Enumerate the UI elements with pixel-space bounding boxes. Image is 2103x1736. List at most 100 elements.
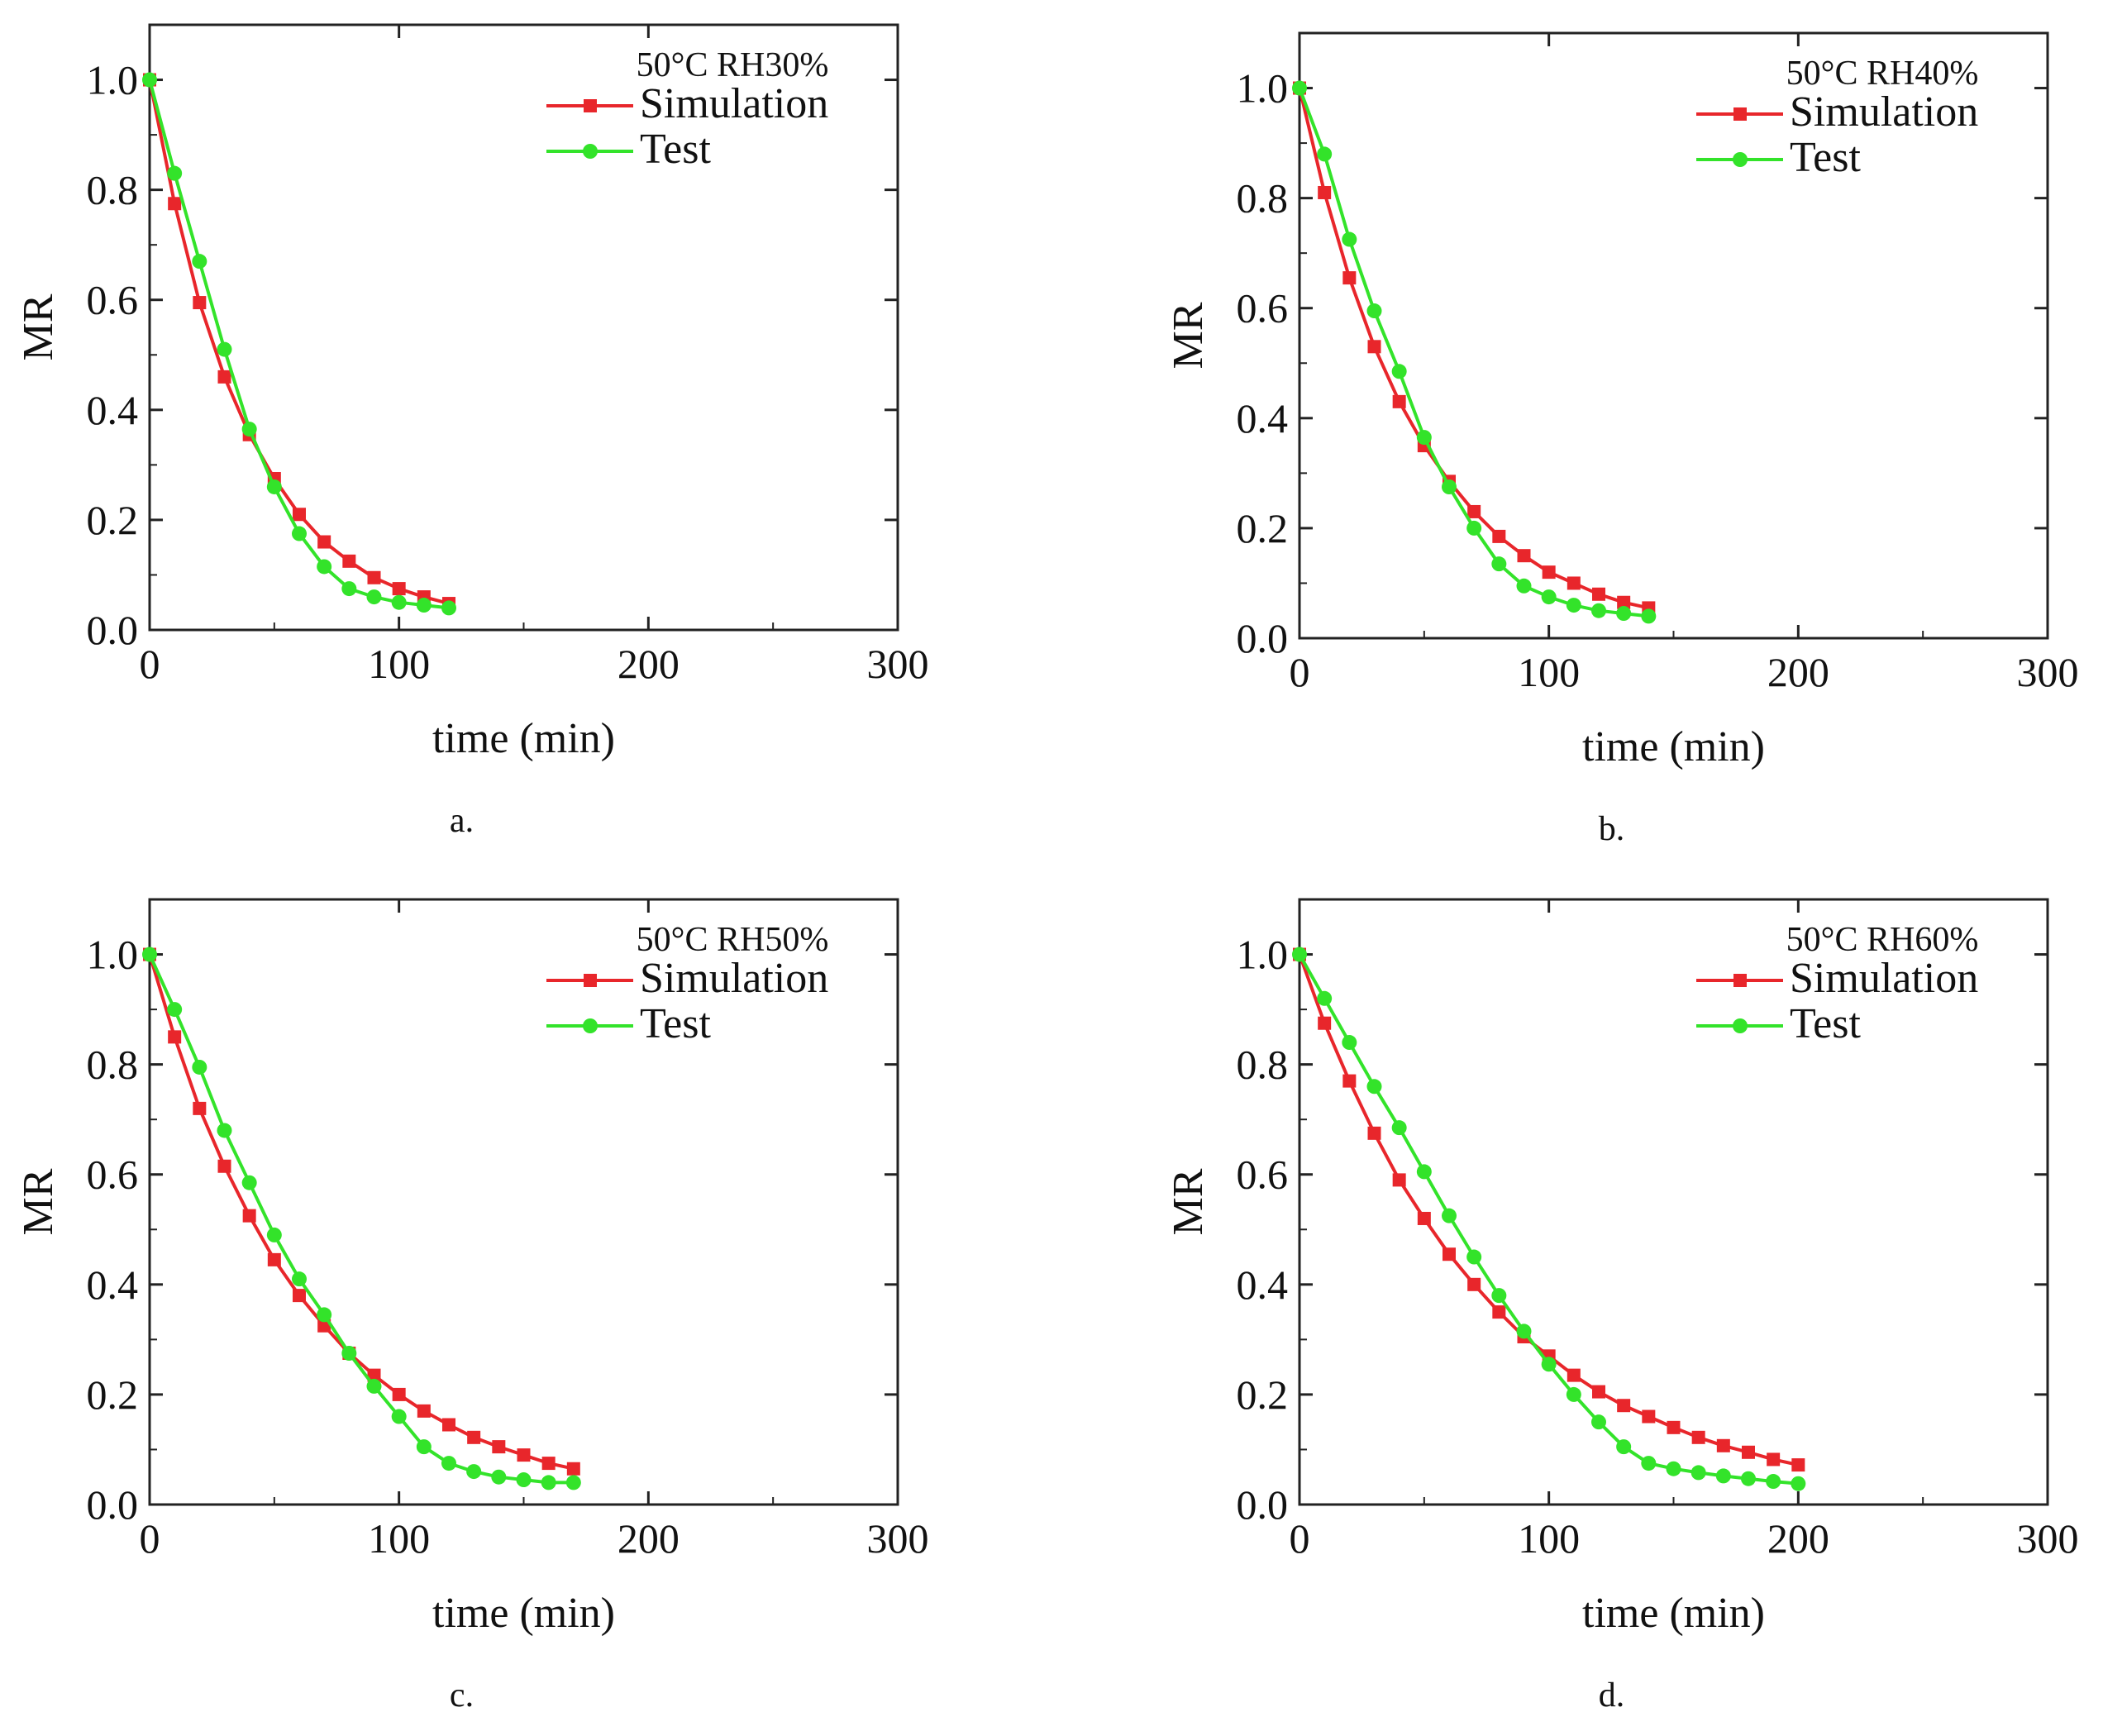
legend-test-label: Test: [1790, 1000, 1861, 1047]
data-point-test: [1491, 556, 1507, 572]
data-point-test: [366, 1378, 382, 1394]
chart-panel-c: 0 100 200 300 0.0 0.2 0.4 0.6 0.8 1.0 time (min) MR…: [15, 898, 929, 1715]
y-tick-label: 0.0: [1237, 1481, 1289, 1528]
data-point-simulation: [1542, 565, 1556, 579]
y-tick-label: 0.0: [87, 607, 139, 653]
data-point-simulation: [217, 1159, 231, 1173]
data-point-test: [366, 589, 382, 605]
data-point-test: [217, 341, 232, 357]
legend-test-label: Test: [1790, 134, 1861, 181]
x-axis-title: time (min): [1582, 1590, 1765, 1637]
data-point-test: [142, 72, 157, 88]
x-tick-label: 200: [618, 1515, 680, 1562]
legend-test-marker: [1733, 152, 1748, 167]
x-tick-label: 300: [867, 641, 929, 687]
panel-title: 50°C RH50%: [637, 921, 829, 959]
y-tick-label: 0.0: [87, 1481, 139, 1528]
data-point-simulation: [1367, 1126, 1381, 1140]
data-point-test: [441, 600, 456, 616]
data-point-simulation: [1691, 1430, 1705, 1444]
y-tick-label: 0.8: [87, 1042, 139, 1088]
data-point-simulation: [517, 1448, 531, 1462]
y-tick-label: 0.4: [87, 387, 139, 433]
data-point-test: [317, 1307, 332, 1323]
data-point-simulation: [392, 1387, 406, 1401]
legend-simulation-label: Simulation: [1790, 88, 1978, 136]
y-tick-label: 0.2: [1237, 505, 1289, 551]
y-tick-label: 0.0: [1237, 615, 1289, 661]
data-point-simulation: [317, 535, 331, 549]
data-point-test: [1466, 1249, 1482, 1265]
panel-caption: d.: [1599, 1676, 1625, 1715]
data-point-simulation: [541, 1457, 556, 1471]
data-point-simulation: [342, 554, 356, 568]
data-point-test: [1292, 80, 1307, 96]
x-tick-label: 100: [368, 1515, 430, 1562]
legend-test-marker: [583, 144, 598, 159]
data-point-test: [1766, 1474, 1781, 1490]
data-point-test: [565, 1475, 581, 1490]
data-point-test: [1466, 520, 1482, 536]
chart-panel-d: 0 100 200 300 0.0 0.2 0.4 0.6 0.8 1.0 time (min) MR…: [1165, 898, 2079, 1715]
x-axis-title: time (min): [1582, 723, 1765, 770]
data-point-simulation: [467, 1430, 481, 1444]
data-point-simulation: [1467, 504, 1481, 518]
series-test: [1292, 80, 1657, 624]
data-point-test: [416, 598, 432, 613]
series-line-test: [148, 953, 574, 1485]
data-point-simulation: [1667, 1420, 1681, 1434]
x-tick-label: 200: [1767, 649, 1829, 695]
data-point-test: [241, 422, 257, 437]
data-point-simulation: [1417, 1211, 1431, 1225]
data-point-test: [1566, 598, 1581, 613]
series-line-simulation: [148, 953, 575, 1471]
data-point-test: [516, 1472, 532, 1488]
x-axis-title: time (min): [432, 1590, 615, 1637]
data-point-test: [1342, 231, 1357, 247]
y-tick-label: 1.0: [1237, 932, 1289, 978]
data-point-test: [1442, 479, 1457, 494]
data-point-test: [1616, 606, 1632, 622]
data-point-simulation: [1567, 1368, 1581, 1382]
data-point-simulation: [293, 508, 306, 522]
data-point-simulation: [1716, 1438, 1730, 1452]
data-point-test: [1516, 578, 1532, 594]
data-point-simulation: [367, 570, 381, 584]
data-point-test: [341, 1346, 357, 1361]
data-point-test: [266, 479, 282, 494]
series-line-test: [1298, 87, 1649, 618]
data-point-test: [391, 594, 407, 610]
data-point-test: [416, 1439, 432, 1455]
data-point-test: [317, 559, 332, 575]
data-point-test: [1391, 364, 1407, 379]
data-point-simulation: [1342, 271, 1357, 285]
x-tick-label: 0: [140, 641, 160, 687]
data-point-test: [167, 1002, 183, 1018]
x-tick-label: 100: [1518, 1515, 1580, 1562]
panel-title: 50°C RH30%: [637, 46, 829, 84]
data-point-test: [1566, 1386, 1581, 1402]
y-tick-label: 0.8: [87, 167, 139, 213]
y-tick-label: 1.0: [87, 932, 139, 978]
data-point-simulation: [1517, 549, 1531, 563]
data-point-test: [1366, 303, 1382, 319]
data-point-test: [491, 1469, 507, 1485]
x-axis-title: time (min): [432, 715, 615, 762]
data-point-test: [1715, 1468, 1731, 1484]
x-tick-label: 300: [2017, 1515, 2079, 1562]
data-point-simulation: [1791, 1458, 1805, 1472]
data-point-simulation: [1318, 185, 1332, 199]
x-tick-label: 100: [368, 641, 430, 687]
y-tick-label: 0.6: [1237, 1152, 1289, 1198]
data-point-test: [1391, 1120, 1407, 1136]
x-tick-label: 0: [1290, 1515, 1310, 1562]
data-point-simulation: [492, 1440, 506, 1454]
data-point-test: [1741, 1471, 1756, 1486]
y-tick-label: 0.2: [1237, 1371, 1289, 1418]
y-tick-label: 1.0: [1237, 65, 1289, 112]
legend-simulation-marker: [584, 974, 597, 987]
data-point-simulation: [1443, 1247, 1456, 1261]
data-point-simulation: [1742, 1445, 1755, 1459]
y-tick-label: 0.4: [87, 1261, 139, 1308]
